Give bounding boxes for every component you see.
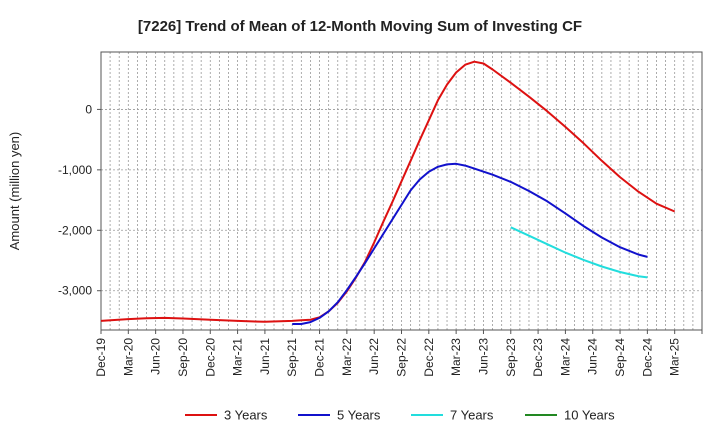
y-axis-label: Amount (million yen)	[7, 132, 22, 251]
x-tick-label: Dec-22	[422, 338, 436, 377]
x-tick-label: Mar-21	[231, 338, 245, 376]
legend-label: 7 Years	[450, 408, 494, 423]
x-tick-label: Dec-24	[640, 338, 654, 377]
y-axis-ticks: 0 -1,000 -2,000 -3,000	[58, 102, 101, 298]
x-tick-label: Sep-24	[613, 338, 627, 377]
x-axis-ticks: Dec-19 Mar-20 Jun-20 Sep-20 Dec-20 Mar-21 Jun-…	[94, 330, 703, 377]
x-tick-label: Sep-23	[504, 338, 518, 377]
x-tick-label: Jun-23	[476, 338, 490, 375]
x-tick-label: Jun-24	[586, 338, 600, 375]
x-tick-label: Jun-20	[149, 338, 163, 375]
x-tick-label: Mar-20	[121, 338, 135, 376]
x-tick-label: Mar-22	[340, 338, 354, 376]
x-tick-label: Mar-25	[668, 338, 682, 376]
legend-label: 3 Years	[224, 408, 268, 423]
legend: 3 Years 5 Years 7 Years 10 Years	[185, 408, 615, 423]
y-tick-label: 0	[85, 102, 92, 116]
chart-title: [7226] Trend of Mean of 12-Month Moving …	[138, 18, 582, 35]
y-tick-label: -2,000	[58, 223, 92, 237]
legend-label: 5 Years	[337, 408, 381, 423]
series-line-7-years	[510, 226, 648, 279]
x-tick-label: Dec-19	[94, 338, 108, 377]
series-line-5-years	[292, 162, 648, 325]
x-tick-label: Dec-21	[313, 338, 327, 377]
series-lines	[100, 60, 676, 325]
x-tick-label: Sep-21	[285, 338, 299, 377]
x-tick-label: Sep-22	[395, 338, 409, 377]
x-tick-label: Jun-21	[258, 338, 272, 375]
x-tick-label: Dec-20	[203, 338, 217, 377]
x-tick-label: Jun-22	[367, 338, 381, 375]
x-tick-label: Mar-24	[558, 338, 572, 376]
y-tick-label: -1,000	[58, 163, 92, 177]
x-tick-label: Sep-20	[176, 338, 190, 377]
x-tick-label: Mar-23	[449, 338, 463, 376]
series-line-3-years	[100, 60, 676, 323]
legend-label: 10 Years	[564, 408, 615, 423]
gridlines	[101, 52, 702, 330]
y-tick-label: -3,000	[58, 284, 92, 298]
x-tick-label: Dec-23	[531, 338, 545, 377]
